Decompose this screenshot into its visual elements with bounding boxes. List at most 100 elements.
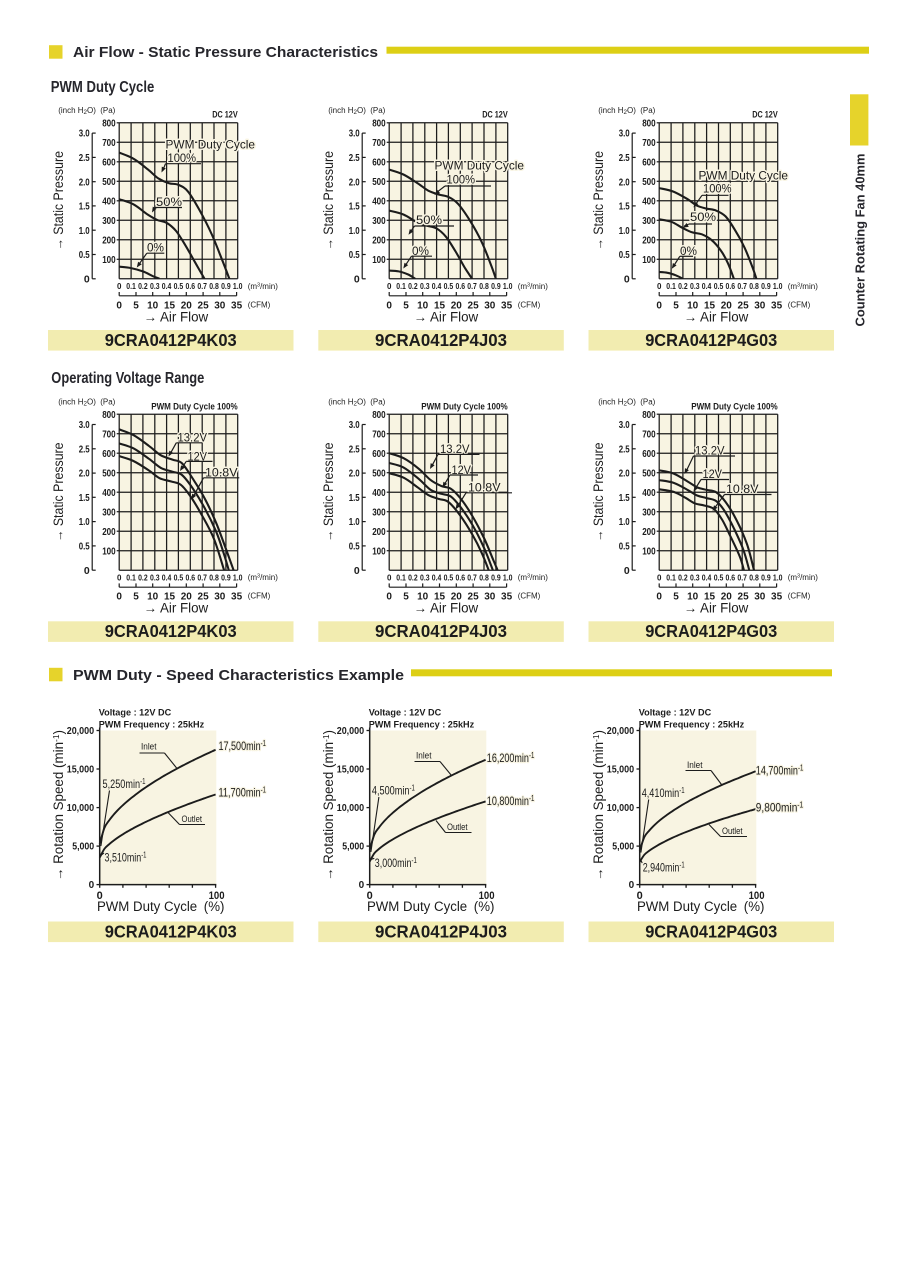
svg-text:11,700min-1: 11,700min-1 — [219, 786, 267, 800]
svg-text:50%: 50% — [690, 210, 716, 224]
svg-text:0.6: 0.6 — [456, 573, 466, 582]
svg-text:3.0: 3.0 — [79, 419, 90, 431]
svg-text:35: 35 — [501, 300, 513, 311]
svg-text:(CFM): (CFM) — [518, 592, 541, 601]
svg-text:0.5: 0.5 — [714, 573, 724, 582]
svg-text:0.7: 0.7 — [197, 282, 207, 291]
svg-text:600: 600 — [642, 156, 656, 168]
svg-text:2.0: 2.0 — [349, 176, 360, 188]
svg-text:0.4: 0.4 — [702, 282, 712, 291]
svg-text:→ Static Pressure: → Static Pressure — [321, 151, 336, 251]
svg-text:25: 25 — [198, 592, 210, 603]
svg-text:800: 800 — [102, 117, 116, 129]
svg-text:0.9: 0.9 — [221, 573, 231, 582]
svg-text:1.0: 1.0 — [619, 225, 630, 237]
svg-text:10.8V: 10.8V — [726, 482, 759, 496]
svg-text:0.7: 0.7 — [467, 282, 477, 291]
svg-text:PWM Duty Cycle: PWM Duty Cycle — [166, 138, 256, 152]
svg-text:35: 35 — [231, 300, 243, 311]
svg-text:300: 300 — [372, 215, 386, 227]
svg-text:0: 0 — [84, 273, 90, 285]
svg-text:0: 0 — [657, 573, 662, 582]
svg-text:(inch H2O): (inch H2O) — [328, 397, 366, 407]
svg-text:5: 5 — [403, 300, 409, 311]
svg-text:0: 0 — [89, 880, 95, 891]
svg-text:2.5: 2.5 — [79, 443, 90, 455]
svg-text:(inch H2O): (inch H2O) — [598, 397, 636, 407]
svg-text:0.5: 0.5 — [619, 541, 630, 553]
svg-text:0: 0 — [367, 890, 373, 902]
svg-text:1.0: 1.0 — [349, 516, 360, 528]
svg-text:0.2: 0.2 — [138, 573, 148, 582]
svg-text:800: 800 — [372, 409, 386, 421]
svg-text:4,500min-1: 4,500min-1 — [372, 784, 415, 798]
svg-text:50%: 50% — [416, 213, 442, 227]
svg-text:1.5: 1.5 — [619, 201, 630, 213]
svg-text:0.9: 0.9 — [761, 573, 771, 582]
svg-text:0.3: 0.3 — [690, 573, 700, 582]
svg-text:12V: 12V — [188, 449, 208, 463]
svg-text:0.2: 0.2 — [678, 573, 688, 582]
svg-text:0: 0 — [116, 300, 122, 311]
svg-text:0: 0 — [354, 565, 360, 577]
svg-text:2.0: 2.0 — [79, 468, 90, 480]
svg-text:0: 0 — [354, 273, 360, 285]
svg-text:→ Air Flow: → Air Flow — [684, 601, 749, 616]
svg-text:800: 800 — [102, 409, 116, 421]
svg-text:500: 500 — [372, 176, 386, 188]
svg-text:3,000min-1: 3,000min-1 — [375, 856, 417, 870]
svg-text:→ Static Pressure: → Static Pressure — [591, 442, 606, 542]
svg-text:0.5: 0.5 — [619, 249, 630, 261]
svg-text:PWM Duty Cycle: PWM Duty Cycle — [435, 158, 525, 172]
svg-text:35: 35 — [771, 300, 783, 311]
svg-text:600: 600 — [372, 448, 386, 460]
svg-text:(Pa): (Pa) — [100, 397, 115, 406]
svg-text:0: 0 — [386, 592, 392, 603]
svg-text:→ Air Flow: → Air Flow — [414, 309, 479, 324]
svg-text:100: 100 — [102, 545, 116, 557]
svg-text:1.0: 1.0 — [233, 573, 243, 582]
svg-text:20,000: 20,000 — [607, 726, 635, 737]
svg-text:DC 12V: DC 12V — [752, 110, 778, 120]
svg-text:800: 800 — [642, 409, 656, 421]
svg-text:1.0: 1.0 — [773, 282, 783, 291]
svg-text:25: 25 — [468, 592, 480, 603]
svg-text:20,000: 20,000 — [67, 726, 95, 737]
svg-text:5,000: 5,000 — [612, 842, 634, 853]
svg-text:0.1: 0.1 — [126, 282, 136, 291]
svg-text:5,000: 5,000 — [72, 842, 94, 853]
svg-text:100: 100 — [372, 545, 386, 557]
svg-text:10,000: 10,000 — [337, 803, 365, 814]
svg-text:16,200min-1: 16,200min-1 — [487, 751, 535, 765]
svg-text:2.5: 2.5 — [619, 443, 630, 455]
svg-text:(CFM): (CFM) — [248, 592, 271, 601]
svg-text:100: 100 — [479, 890, 495, 902]
svg-text:(m3/min): (m3/min) — [518, 573, 549, 582]
svg-text:20: 20 — [181, 300, 193, 311]
svg-text:→ Rotation Speed (min-1): → Rotation Speed (min-1) — [591, 730, 606, 881]
svg-text:0: 0 — [657, 282, 662, 291]
svg-text:0.6: 0.6 — [186, 573, 196, 582]
svg-text:0.6: 0.6 — [186, 282, 196, 291]
svg-text:0.5: 0.5 — [79, 249, 90, 261]
svg-text:0%: 0% — [680, 244, 697, 258]
svg-text:20: 20 — [721, 300, 733, 311]
svg-text:700: 700 — [102, 137, 116, 149]
svg-text:12V: 12V — [703, 467, 723, 481]
svg-text:5,250min-1: 5,250min-1 — [103, 777, 146, 791]
svg-text:700: 700 — [372, 137, 386, 149]
svg-text:10,000: 10,000 — [67, 803, 95, 814]
svg-text:15,000: 15,000 — [337, 765, 365, 776]
svg-text:100%: 100% — [447, 173, 476, 187]
svg-text:1.0: 1.0 — [503, 573, 513, 582]
svg-text:Operating Voltage Range: Operating Voltage Range — [51, 370, 204, 387]
svg-text:(Pa): (Pa) — [640, 397, 655, 406]
svg-text:2.5: 2.5 — [349, 152, 360, 164]
svg-text:PWM Frequency : 25kHz: PWM Frequency : 25kHz — [99, 719, 205, 730]
svg-text:15,000: 15,000 — [67, 765, 95, 776]
svg-text:100: 100 — [209, 890, 225, 902]
svg-text:30: 30 — [214, 592, 226, 603]
svg-text:(m3/min): (m3/min) — [788, 573, 819, 582]
svg-text:20: 20 — [721, 592, 733, 603]
svg-text:0.5: 0.5 — [714, 282, 724, 291]
